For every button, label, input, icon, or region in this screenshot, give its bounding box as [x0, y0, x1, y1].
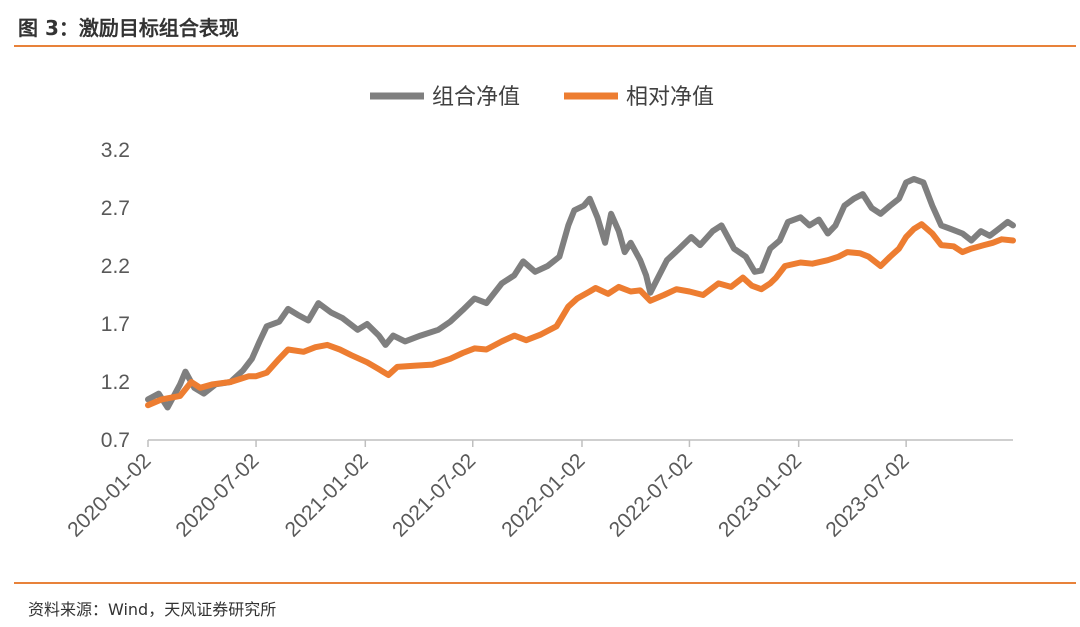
line-chart: 组合净值 相对净值 0.71.21.72.22.73.2 2020-01-02 2…: [63, 85, 1016, 541]
x-tick-label: 2023-07-02: [821, 449, 913, 541]
series-line-relative: [145, 221, 1016, 409]
y-tick-label: 1.2: [101, 371, 130, 394]
x-axis: 2020-01-02 2020-07-02 2021-01-02 2021-07-02…: [63, 439, 1013, 541]
x-tick-label: 2020-01-02: [63, 449, 155, 541]
legend-label-combo: 组合净值: [432, 85, 520, 110]
y-axis: 0.7 1.2 1.7 2.2 2.7 3.2: [101, 139, 130, 452]
source-note: 资料来源：Wind，天风证券研究所: [28, 600, 277, 619]
y-tick-label: 2.7: [101, 197, 130, 220]
y-tick-label: 1.7: [101, 313, 130, 336]
y-tick-label: 2.2: [101, 255, 130, 278]
series-line-combo: [145, 176, 1016, 411]
footer-divider: [14, 582, 1076, 584]
x-tick-label: 2022-01-02: [497, 449, 589, 541]
x-tick-label: 2020-07-02: [171, 449, 263, 541]
x-tick-label: 2022-07-02: [605, 449, 697, 541]
legend: 组合净值 相对净值: [370, 85, 714, 110]
x-tick-label: 2023-01-02: [714, 449, 806, 541]
x-tick-label: 2021-01-02: [281, 449, 373, 541]
y-tick-label: 3.2: [101, 139, 130, 162]
legend-label-relative: 相对净值: [626, 85, 714, 110]
figure-title: 图 3：激励目标组合表现: [18, 16, 239, 40]
plot-area: [145, 176, 1016, 411]
y-tick-label: 0.7: [101, 429, 130, 452]
x-tick-label: 2021-07-02: [388, 449, 480, 541]
title-divider: [14, 45, 1076, 47]
